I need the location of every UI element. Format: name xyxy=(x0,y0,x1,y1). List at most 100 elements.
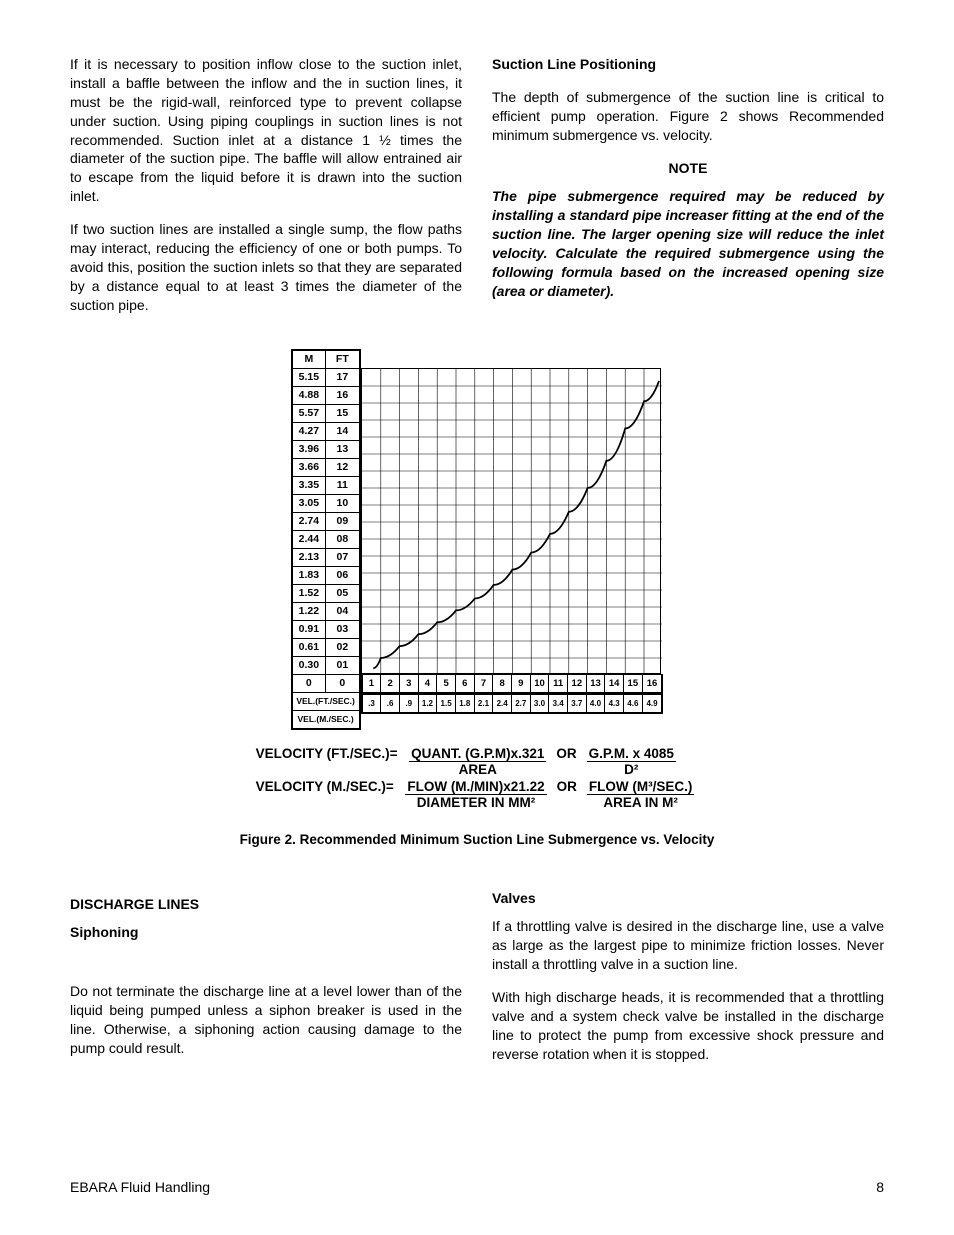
formula-or2: OR xyxy=(557,779,577,794)
y-cell-ft: 09 xyxy=(326,512,360,530)
x-ft-cell: 6 xyxy=(456,675,475,692)
para-submergence: The depth of submergence of the suction … xyxy=(492,88,884,145)
y-cell-ft: 03 xyxy=(326,620,360,638)
y-cell-ft: 17 xyxy=(326,368,360,386)
formula-m-den2: AREA IN M² xyxy=(587,795,694,810)
x-m-cell: .3 xyxy=(363,695,382,712)
formula-m-den1: DIAMETER IN MM² xyxy=(405,795,546,810)
y-cell-m: 0.61 xyxy=(292,638,326,656)
y-cell-ft: 12 xyxy=(326,458,360,476)
x-ft-cell: 10 xyxy=(531,675,550,692)
para-siphoning: Do not terminate the discharge line at a… xyxy=(70,982,462,1058)
y-header-m: M xyxy=(292,350,326,369)
heading-siphoning: Siphoning xyxy=(70,923,462,942)
x-ft-cell: 1 xyxy=(363,675,382,692)
x-ft-cell: 3 xyxy=(400,675,419,692)
x-ft-cell: 4 xyxy=(419,675,438,692)
formula-m-lhs: VELOCITY (M./SEC.)= xyxy=(256,779,394,794)
x-m-cell: .9 xyxy=(400,695,419,712)
figure-caption: Figure 2. Recommended Minimum Suction Li… xyxy=(70,832,884,847)
heading-valves: Valves xyxy=(492,889,884,908)
y-cell-m: 0 xyxy=(292,674,326,692)
y-cell-m: 3.96 xyxy=(292,440,326,458)
x-ft-cell: 11 xyxy=(549,675,568,692)
bottom-left-col: DISCHARGE LINES Siphoning Do not termina… xyxy=(70,881,462,1078)
y-cell-ft: 0 xyxy=(326,674,360,692)
y-cell-m: 1.83 xyxy=(292,566,326,584)
y-cell-m: 5.15 xyxy=(292,368,326,386)
y-cell-ft: 04 xyxy=(326,602,360,620)
y-cell-m: 3.35 xyxy=(292,476,326,494)
formula-m: VELOCITY (M./SEC.)= FLOW (M./MIN)x21.22 … xyxy=(256,779,699,810)
x-m-cell: 4.0 xyxy=(587,695,606,712)
chart-wrap: MFT5.15174.88165.57154.27143.96133.66123… xyxy=(291,349,664,730)
x-ft-cell: 2 xyxy=(381,675,400,692)
formula-ft-num1: QUANT. (G.P.M)x.321 xyxy=(409,746,546,762)
top-section: If it is necessary to position inflow cl… xyxy=(70,55,884,329)
footer-left: EBARA Fluid Handling xyxy=(70,1179,210,1195)
x-m-cell: .6 xyxy=(381,695,400,712)
y-cell-m: 3.66 xyxy=(292,458,326,476)
y-cell-m: 0.91 xyxy=(292,620,326,638)
x-m-cell: 1.5 xyxy=(437,695,456,712)
formula-ft-den1: AREA xyxy=(409,762,546,777)
y-cell-m: 4.88 xyxy=(292,386,326,404)
x-m-cell: 3.7 xyxy=(568,695,587,712)
footer-page-number: 8 xyxy=(876,1179,884,1195)
page-footer: EBARA Fluid Handling 8 xyxy=(70,1179,884,1195)
formula-ft-frac1: QUANT. (G.P.M)x.321 AREA xyxy=(409,746,546,777)
top-left-col: If it is necessary to position inflow cl… xyxy=(70,55,462,329)
y-cell-ft: 06 xyxy=(326,566,360,584)
x-m-cell: 1.8 xyxy=(456,695,475,712)
y-cell-ft: 15 xyxy=(326,404,360,422)
note-label: NOTE xyxy=(492,159,884,178)
formula-m-num2: FLOW (M³/SEC.) xyxy=(587,779,694,795)
y-cell-m: 0.30 xyxy=(292,656,326,674)
x-ft-cell: 14 xyxy=(605,675,624,692)
para-throttling: If a throttling valve is desired in the … xyxy=(492,917,884,974)
y-cell-ft: 07 xyxy=(326,548,360,566)
x-m-cell: 2.4 xyxy=(493,695,512,712)
formula-ft-den2: D² xyxy=(587,762,676,777)
x-m-cell: 4.9 xyxy=(643,695,662,712)
y-cell-m: 5.57 xyxy=(292,404,326,422)
heading-suction-positioning: Suction Line Positioning xyxy=(492,55,884,74)
y-cell-ft: 05 xyxy=(326,584,360,602)
y-cell-ft: 11 xyxy=(326,476,360,494)
x-m-cell: 3.0 xyxy=(531,695,550,712)
x-ft-cell: 9 xyxy=(512,675,531,692)
formula-ft: VELOCITY (FT./SEC.)= QUANT. (G.P.M)x.321… xyxy=(256,746,699,777)
y-cell-m: 3.05 xyxy=(292,494,326,512)
formula-ft-frac2: G.P.M. x 4085 D² xyxy=(587,746,676,777)
y-cell-m: 2.44 xyxy=(292,530,326,548)
x-m-cell: 2.1 xyxy=(475,695,494,712)
y-cell-m: 1.52 xyxy=(292,584,326,602)
x-ft-cell: 16 xyxy=(643,675,662,692)
y-cell-m: 4.27 xyxy=(292,422,326,440)
bottom-section: DISCHARGE LINES Siphoning Do not termina… xyxy=(70,881,884,1078)
y-cell-ft: 02 xyxy=(326,638,360,656)
y-cell-m: 1.22 xyxy=(292,602,326,620)
y-axis-col: MFT5.15174.88165.57154.27143.96133.66123… xyxy=(291,349,361,730)
y-cell-ft: 14 xyxy=(326,422,360,440)
bottom-right-col: Valves If a throttling valve is desired … xyxy=(492,881,884,1078)
formula-or1: OR xyxy=(556,746,576,761)
top-right-col: Suction Line Positioning The depth of su… xyxy=(492,55,884,329)
formula-m-num1: FLOW (M./MIN)x21.22 xyxy=(405,779,546,795)
para-high-discharge: With high discharge heads, it is recomme… xyxy=(492,988,884,1064)
y-axis-table: MFT5.15174.88165.57154.27143.96133.66123… xyxy=(291,349,361,730)
vel-m-label: VEL.(M./SEC.) xyxy=(292,710,360,729)
formula-m-frac2: FLOW (M³/SEC.) AREA IN M² xyxy=(587,779,694,810)
plot-col: 12345678910111213141516 .3.6.91.21.51.82… xyxy=(361,349,664,714)
formula-block: VELOCITY (FT./SEC.)= QUANT. (G.P.M)x.321… xyxy=(256,746,699,812)
y-cell-ft: 10 xyxy=(326,494,360,512)
y-cell-m: 2.74 xyxy=(292,512,326,530)
para-inflow: If it is necessary to position inflow cl… xyxy=(70,55,462,206)
formula-m-frac1: FLOW (M./MIN)x21.22 DIAMETER IN MM² xyxy=(405,779,546,810)
y-cell-ft: 01 xyxy=(326,656,360,674)
x-ft-cell: 13 xyxy=(587,675,606,692)
y-cell-ft: 08 xyxy=(326,530,360,548)
y-cell-m: 2.13 xyxy=(292,548,326,566)
note-body: The pipe submergence required may be red… xyxy=(492,187,884,300)
x-ft-cell: 12 xyxy=(568,675,587,692)
